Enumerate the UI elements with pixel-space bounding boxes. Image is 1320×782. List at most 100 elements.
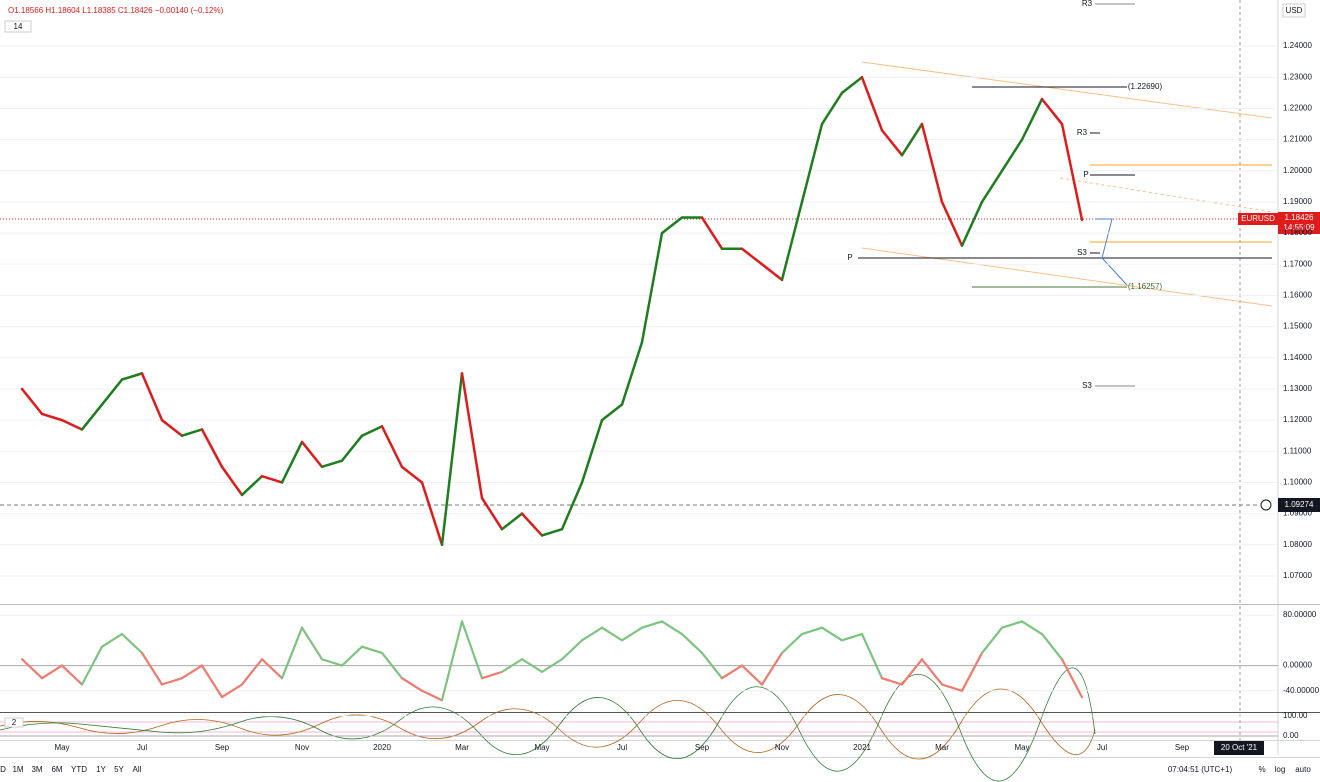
- price-segment: [920, 122, 944, 204]
- study-badge[interactable]: [4, 20, 32, 33]
- price-segment: [420, 481, 444, 547]
- price-segment: [220, 465, 244, 497]
- price-segment: [660, 620, 684, 636]
- range-button[interactable]: D: [0, 765, 6, 774]
- price-segment: [400, 465, 424, 484]
- range-button[interactable]: All: [133, 765, 142, 774]
- y-tick-label: 1.20000: [1283, 166, 1312, 175]
- price-segment: [300, 626, 324, 661]
- price-segment: [800, 122, 824, 204]
- price-segment: [480, 670, 504, 680]
- price-segment: [560, 639, 584, 661]
- price-segment: [520, 658, 544, 673]
- price-segment: [560, 481, 584, 531]
- x-tick-label: Sep: [1175, 743, 1190, 752]
- y-tick-label: 1.13000: [1283, 384, 1312, 393]
- y-tick-label: 1.15000: [1283, 322, 1312, 331]
- price-segment: [940, 683, 964, 692]
- price-segment: [1000, 620, 1024, 629]
- price-segment: [480, 496, 504, 531]
- crosshair-add-button[interactable]: [1260, 499, 1272, 511]
- price-segment: [320, 658, 344, 667]
- y-tick-label: 1.16000: [1283, 291, 1312, 300]
- symbol: EURUSD: [1241, 214, 1275, 223]
- annotation: (1.16257): [1128, 282, 1163, 291]
- price-segment: [580, 418, 604, 484]
- price-segment: [680, 632, 704, 655]
- price-segment: [20, 387, 44, 416]
- price-segment: [360, 645, 384, 655]
- price-segment: [440, 620, 464, 702]
- y-tick-label: 0.00000: [1283, 661, 1312, 670]
- price-segment: [620, 340, 644, 406]
- range-button[interactable]: 1Y: [96, 765, 106, 774]
- range-button[interactable]: 1M: [12, 765, 23, 774]
- price-segment: [440, 372, 464, 547]
- price-segment: [420, 689, 444, 702]
- price-segment: [600, 626, 624, 642]
- x-tick-label: 2021: [853, 743, 871, 752]
- price-segment: [740, 664, 764, 686]
- price-segment: [800, 626, 824, 636]
- price-segment: [400, 677, 424, 692]
- price-segment: [920, 658, 944, 686]
- y-tick-label: -40.00000: [1283, 686, 1320, 695]
- annotation: S3: [1082, 381, 1092, 390]
- price-segment: [80, 403, 104, 431]
- crosshair-price-tag: [1278, 498, 1320, 512]
- study-parameter: 14: [14, 22, 23, 31]
- price-segment: [100, 378, 124, 406]
- price-segment: [860, 76, 884, 132]
- x-tick-label: May: [534, 743, 549, 752]
- price-segment: [1040, 632, 1064, 661]
- range-button[interactable]: 6M: [51, 765, 62, 774]
- price-segment: [860, 632, 884, 680]
- currency-badge[interactable]: [1282, 3, 1306, 18]
- crosshair-date: 20 Oct '21: [1221, 743, 1258, 752]
- auto-toggle[interactable]: auto: [1295, 765, 1311, 774]
- x-tick-label: Jul: [137, 743, 147, 752]
- price-segment: [600, 403, 624, 422]
- x-tick-label: Mar: [455, 743, 469, 752]
- price-segment: [260, 474, 284, 484]
- price-segment: [140, 651, 164, 686]
- price-segment: [1020, 620, 1044, 636]
- y-tick-label: 100.00: [1283, 711, 1308, 720]
- price-segment: [60, 418, 84, 431]
- log-toggle[interactable]: log: [1275, 765, 1286, 774]
- price-segment: [780, 200, 804, 282]
- range-button[interactable]: 3M: [31, 765, 42, 774]
- range-button[interactable]: 5Y: [114, 765, 124, 774]
- clock: 07:04:51 (UTC+1): [1168, 765, 1233, 774]
- price-segment: [960, 200, 984, 247]
- price-segment: [340, 645, 364, 667]
- price-segment: [640, 620, 664, 629]
- price-segment: [180, 664, 204, 680]
- price-segment: [700, 651, 724, 680]
- price-segment: [900, 122, 924, 157]
- study-badge[interactable]: [4, 717, 24, 728]
- price-segment: [240, 658, 264, 686]
- price-segment: [40, 664, 64, 680]
- study-parameter: 2: [12, 718, 17, 727]
- price-segment: [1040, 97, 1064, 126]
- price-segment: [380, 651, 404, 680]
- trend-line: [861, 61, 1273, 119]
- price-segment: [380, 425, 404, 469]
- currency: USD: [1286, 6, 1303, 15]
- price-segment: [260, 658, 284, 680]
- annotation: P: [1083, 170, 1088, 179]
- x-tick-label: Nov: [775, 743, 789, 752]
- y-tick-label: 1.24000: [1283, 41, 1312, 50]
- price-segment: [640, 231, 664, 344]
- range-button[interactable]: YTD: [71, 765, 87, 774]
- y-tick-label: 1.11000: [1283, 446, 1312, 455]
- price-segment: [840, 632, 864, 642]
- price-segment: [300, 440, 324, 469]
- last-price: 1.18426: [1285, 213, 1314, 222]
- percent-toggle[interactable]: %: [1258, 765, 1265, 774]
- y-tick-label: 80.00000: [1283, 610, 1317, 619]
- price-segment: [820, 91, 844, 126]
- x-tick-label: Mar: [935, 743, 949, 752]
